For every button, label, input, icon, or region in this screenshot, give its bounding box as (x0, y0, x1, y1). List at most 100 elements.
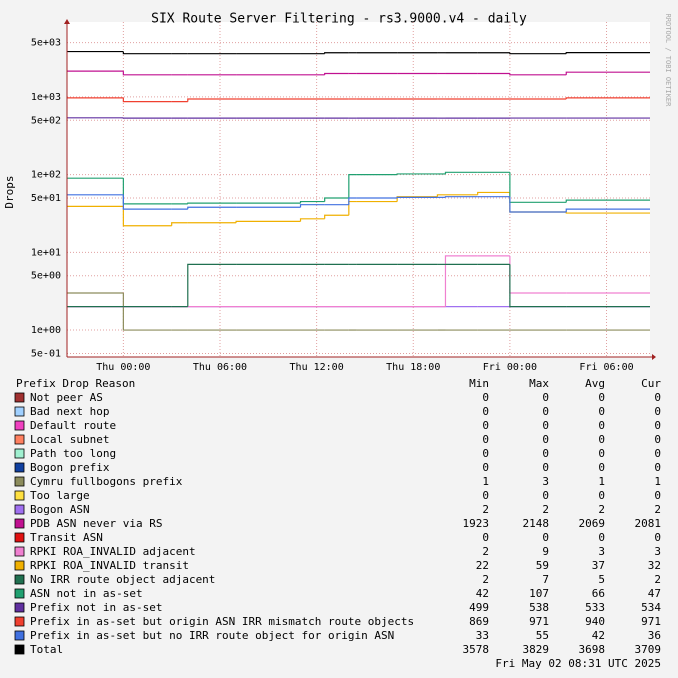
series-line (187, 98, 237, 102)
legend-stat: 0 (598, 405, 605, 418)
legend-stat: 0 (654, 391, 661, 404)
legend-label: Prefix not in as-set (30, 601, 162, 614)
legend-stat: 2 (654, 573, 661, 586)
legend-stat: 2 (598, 503, 605, 516)
y-tick-label: 1e+01 (31, 247, 61, 258)
legend-stat: 0 (654, 489, 661, 502)
legend-stat: 2 (654, 503, 661, 516)
legend-stat: 0 (542, 461, 549, 474)
legend-stat: 3709 (635, 643, 662, 656)
legend-stat: 0 (542, 447, 549, 460)
series-line (299, 204, 325, 208)
legend-stat: 0 (598, 531, 605, 544)
legend-swatch (14, 518, 25, 529)
legend-stat: 1 (482, 475, 489, 488)
legend-stat: 0 (598, 447, 605, 460)
legend-stat: 0 (654, 461, 661, 474)
series-line (348, 174, 357, 199)
y-tick-label: 5e+02 (31, 115, 61, 126)
legend-swatch (14, 532, 25, 543)
x-tick-label: Thu 12:00 (290, 362, 344, 373)
legend-stat: 9 (542, 545, 549, 558)
legend-stat: 940 (585, 615, 605, 628)
legend-stat: 0 (482, 447, 489, 460)
x-tick-label: Fri 06:00 (579, 362, 633, 373)
series-line (187, 263, 237, 307)
series-line (171, 222, 188, 226)
legend-swatch (14, 420, 25, 431)
legend-swatch (14, 476, 25, 487)
series-line (324, 52, 349, 54)
series-line (565, 52, 650, 54)
legend-stat: 3 (542, 475, 549, 488)
legend-stat: 0 (654, 405, 661, 418)
legend-stat: 0 (598, 391, 605, 404)
y-tick-label: 5e-01 (31, 348, 61, 359)
legend-label: Transit ASN (30, 531, 103, 544)
legend-stat: 55 (536, 629, 549, 642)
series-line (509, 73, 567, 76)
series-line (396, 196, 438, 202)
legend-stat: 7 (542, 573, 549, 586)
timestamp: Fri May 02 08:31 UTC 2025 (495, 657, 661, 670)
legend-label: No IRR route object adjacent (30, 573, 215, 586)
legend-label: Prefix in as-set but origin ASN IRR mism… (30, 615, 414, 628)
legend-stat: 5 (598, 573, 605, 586)
legend-label: ASN not in as-set (30, 587, 143, 600)
legend-stat: 2148 (523, 517, 550, 530)
legend-swatch (14, 504, 25, 515)
legend-swatch (14, 574, 25, 585)
legend-stat: 33 (476, 629, 489, 642)
legend-label: PDB ASN never via RS (30, 517, 162, 530)
legend-swatch (14, 616, 25, 627)
legend-stat: 0 (598, 433, 605, 446)
series-line (122, 292, 172, 331)
legend-stat: 107 (529, 587, 549, 600)
legend-stat: 0 (654, 447, 661, 460)
series-line (436, 194, 446, 197)
legend-stat: 0 (598, 461, 605, 474)
legend-stat: 533 (585, 601, 605, 614)
series-line (324, 214, 349, 219)
x-tick-label: Thu 18:00 (386, 362, 440, 373)
legend-stat: 0 (482, 433, 489, 446)
legend-label: Path too long (30, 447, 116, 460)
legend-swatch (14, 546, 25, 557)
legend-swatch (14, 406, 25, 417)
legend-label: Too large (30, 489, 90, 502)
series-line (122, 51, 172, 55)
legend-swatch (14, 588, 25, 599)
watermark: RRDTOOL / TOBI OETIKER (664, 14, 672, 108)
legend-stat: 971 (641, 615, 661, 628)
series-line (565, 97, 650, 99)
x-axis-arrow (652, 354, 656, 360)
legend-stat: 1923 (463, 517, 490, 530)
legend-label: Bogon ASN (30, 503, 90, 516)
series-line (122, 206, 172, 227)
legend-swatch (14, 630, 25, 641)
legend-stat: 0 (542, 489, 549, 502)
legend-stat: 47 (648, 587, 661, 600)
y-tick-label: 1e+03 (31, 92, 61, 103)
legend-stat: 0 (598, 489, 605, 502)
y-tick-label: 5e+00 (31, 271, 61, 282)
legend-label: Not peer AS (30, 391, 103, 404)
legend-label: RPKI ROA_INVALID transit (30, 559, 189, 572)
series-line (477, 191, 510, 195)
x-tick-label: Thu 06:00 (193, 362, 247, 373)
legend-stat: 3829 (523, 643, 550, 656)
legend-stat: 0 (542, 433, 549, 446)
legend-stat: 3578 (463, 643, 490, 656)
legend-stat: 0 (654, 531, 661, 544)
legend-stat: 0 (542, 419, 549, 432)
legend-swatch (14, 644, 25, 655)
legend-stat: 0 (542, 405, 549, 418)
series-line (299, 200, 325, 204)
x-tick-label: Thu 00:00 (96, 362, 150, 373)
legend-label: Prefix in as-set but no IRR route object… (30, 629, 394, 642)
legend-stat: 0 (542, 391, 549, 404)
series-line (187, 202, 237, 204)
legend-stat: 0 (482, 489, 489, 502)
legend-stat: 59 (536, 559, 549, 572)
